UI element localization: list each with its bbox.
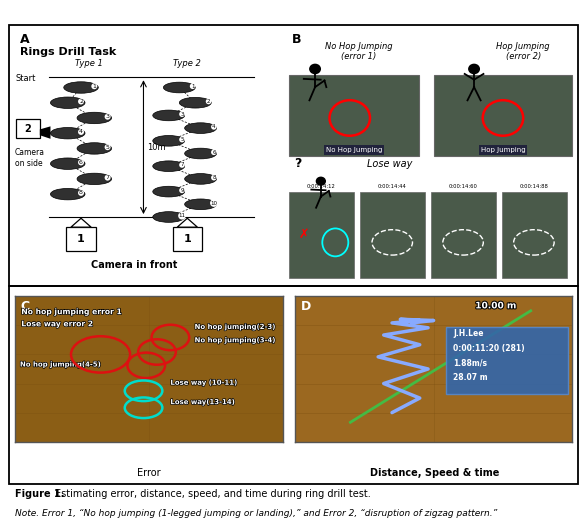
Ellipse shape: [185, 174, 217, 184]
Ellipse shape: [185, 123, 217, 133]
Text: 8: 8: [79, 190, 83, 195]
Text: 11: 11: [179, 213, 186, 218]
Bar: [289, 75, 419, 156]
Text: 8: 8: [212, 175, 215, 180]
Ellipse shape: [164, 82, 195, 93]
Text: Start: Start: [16, 74, 36, 83]
Bar: [502, 191, 566, 278]
Text: Hop Jumping
(error 2): Hop Jumping (error 2): [496, 42, 550, 61]
Text: 1: 1: [77, 234, 85, 244]
Ellipse shape: [64, 82, 98, 93]
Text: 0:00:14:60: 0:00:14:60: [449, 184, 478, 189]
Text: 6: 6: [79, 160, 83, 165]
Ellipse shape: [77, 143, 112, 154]
Text: ?: ?: [294, 157, 301, 170]
Ellipse shape: [77, 173, 112, 185]
Text: 2: 2: [79, 99, 83, 104]
Text: 2: 2: [207, 99, 210, 104]
Ellipse shape: [185, 199, 217, 209]
Text: 7: 7: [106, 175, 110, 180]
Bar: [433, 75, 572, 156]
Text: Camera
on side: Camera on side: [15, 149, 44, 168]
Text: Lose way: Lose way: [367, 159, 412, 169]
Ellipse shape: [153, 110, 185, 121]
Text: Lose way error 2: Lose way error 2: [22, 320, 93, 329]
Text: Figure 1.: Figure 1.: [15, 489, 64, 499]
Bar: [16, 119, 40, 138]
Text: 1: 1: [92, 84, 96, 89]
Text: 0:00:11:20 (281): 0:00:11:20 (281): [453, 344, 524, 353]
Text: Camera in front: Camera in front: [91, 260, 178, 270]
Bar: [173, 227, 202, 251]
Text: No hop jumping(4-5): No hop jumping(4-5): [20, 361, 102, 368]
Text: Hop Jumping: Hop Jumping: [481, 147, 525, 153]
Text: No Hop Jumping: No Hop Jumping: [326, 147, 383, 153]
Text: 28.07 m: 28.07 m: [453, 373, 488, 382]
Text: 1: 1: [191, 84, 194, 89]
Text: Estimating error, distance, speed, and time during ring drill test.: Estimating error, distance, speed, and t…: [55, 489, 371, 499]
Ellipse shape: [50, 158, 85, 169]
Text: 2: 2: [25, 124, 32, 134]
Polygon shape: [177, 218, 197, 227]
Ellipse shape: [153, 135, 185, 146]
Ellipse shape: [153, 161, 185, 171]
Text: 1: 1: [183, 234, 191, 244]
Text: No hop jumping(2-3): No hop jumping(2-3): [194, 324, 276, 330]
Text: 1.88m/s: 1.88m/s: [453, 358, 487, 367]
Text: Type 2: Type 2: [173, 59, 201, 68]
Text: 10m: 10m: [147, 143, 166, 152]
Bar: [360, 191, 425, 278]
Text: 5: 5: [106, 144, 110, 150]
FancyBboxPatch shape: [446, 326, 568, 395]
Text: Distance, Speed & time: Distance, Speed & time: [370, 468, 500, 478]
Text: 5: 5: [180, 137, 184, 142]
Text: 0:00:14:88: 0:00:14:88: [519, 184, 548, 189]
Text: No hop jumping error 1: No hop jumping error 1: [22, 307, 122, 316]
Text: Type 1: Type 1: [75, 59, 103, 68]
Text: 0:00:14:44: 0:00:14:44: [378, 184, 406, 189]
Ellipse shape: [77, 112, 112, 124]
Text: 4: 4: [79, 130, 83, 134]
Bar: [289, 191, 354, 278]
Circle shape: [317, 177, 325, 185]
Text: 3: 3: [106, 114, 110, 119]
Text: Error: Error: [137, 468, 161, 478]
Text: A: A: [20, 33, 30, 46]
Text: C: C: [20, 300, 29, 313]
Text: 3: 3: [180, 112, 184, 117]
Ellipse shape: [179, 97, 211, 108]
Text: ✗: ✗: [298, 229, 309, 241]
Bar: [430, 191, 496, 278]
Text: Note. Error 1, “No hop jumping (1-legged jumping or landing),” and Error 2, “dis: Note. Error 1, “No hop jumping (1-legged…: [15, 509, 497, 518]
Circle shape: [310, 65, 321, 74]
Text: 9: 9: [180, 188, 184, 193]
Polygon shape: [40, 126, 50, 139]
Text: B: B: [292, 33, 301, 46]
Circle shape: [469, 65, 479, 74]
Ellipse shape: [50, 127, 85, 139]
Ellipse shape: [50, 97, 85, 108]
Text: 4: 4: [212, 124, 215, 130]
Text: No hop jumping(3-4): No hop jumping(3-4): [194, 338, 277, 343]
Text: 7: 7: [180, 162, 184, 168]
Text: Lose way(13-14): Lose way(13-14): [171, 399, 235, 405]
Text: D: D: [300, 300, 311, 313]
Ellipse shape: [50, 188, 85, 200]
Text: J.H.Lee: J.H.Lee: [453, 329, 484, 338]
Polygon shape: [71, 218, 91, 227]
Ellipse shape: [153, 212, 185, 222]
Ellipse shape: [153, 186, 185, 197]
Text: 10: 10: [210, 200, 217, 206]
Ellipse shape: [185, 148, 217, 159]
Bar: [67, 227, 96, 251]
Text: 6: 6: [212, 150, 215, 155]
Text: 10.00 m: 10.00 m: [475, 302, 516, 311]
Text: 0:00:14:12: 0:00:14:12: [307, 184, 336, 189]
Text: Lose way (10-11): Lose way (10-11): [171, 380, 238, 386]
Text: Rings Drill Task: Rings Drill Task: [20, 47, 116, 57]
Text: No Hop Jumping
(error 1): No Hop Jumping (error 1): [325, 42, 392, 61]
